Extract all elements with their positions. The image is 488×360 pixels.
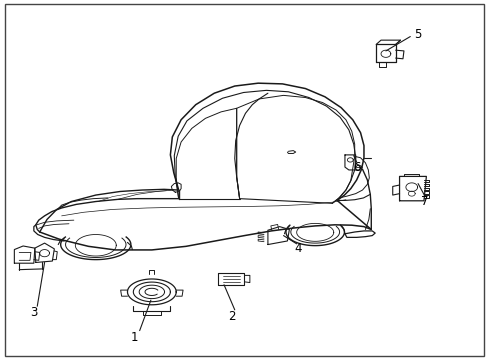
Text: 5: 5 <box>413 28 421 41</box>
Text: 2: 2 <box>228 310 236 323</box>
Text: 4: 4 <box>294 242 301 255</box>
Text: 6: 6 <box>352 161 360 174</box>
Text: 7: 7 <box>420 195 428 208</box>
Text: 3: 3 <box>30 306 38 319</box>
Text: 1: 1 <box>131 330 138 343</box>
